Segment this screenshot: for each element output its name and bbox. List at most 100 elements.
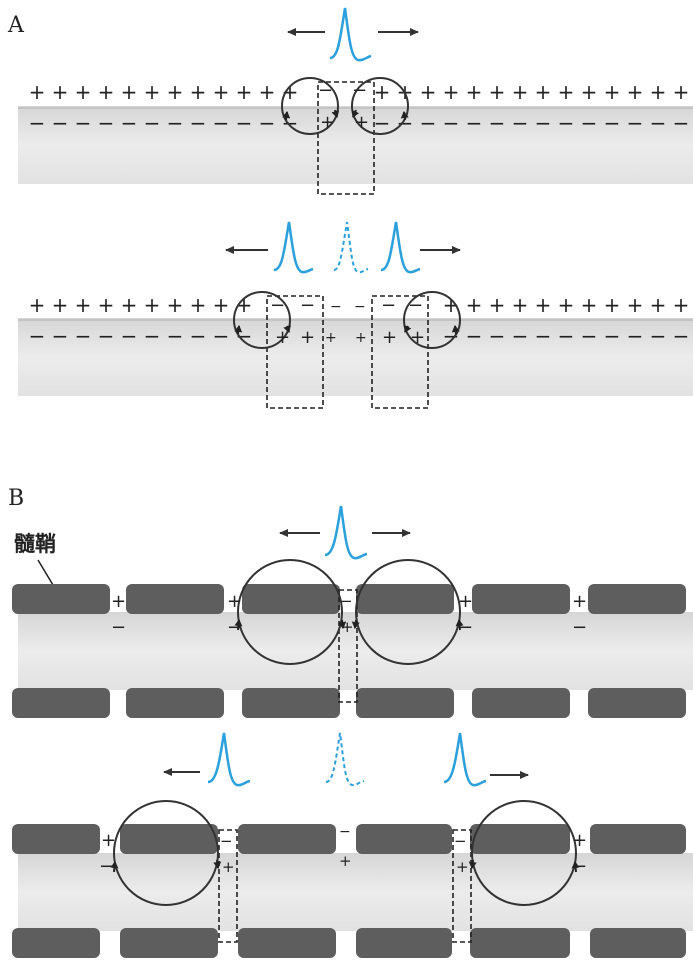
minus-sign: − bbox=[604, 111, 621, 135]
minus-sign: − bbox=[650, 111, 667, 135]
panel-a: A + + + + + + + + + + + + + + + + + + + + + + + + + + − − − − − − − − − − −… bbox=[7, 7, 693, 409]
plus-sign: + bbox=[339, 852, 352, 870]
myelin-segment bbox=[120, 928, 218, 958]
active-region-box bbox=[371, 295, 429, 409]
node-signs: + − − + − + − + + − bbox=[99, 824, 587, 877]
plus-sign: + bbox=[144, 293, 161, 317]
plus-row: + + + + + + + + + + + + + + + + + + + + + bbox=[29, 293, 690, 317]
minus-sign: − bbox=[339, 824, 351, 840]
axon-b-top: + − + − − + + − + − bbox=[12, 559, 693, 718]
loop-arrow bbox=[338, 619, 347, 629]
plus-sign: + bbox=[572, 591, 587, 612]
plus-sign: + bbox=[52, 293, 69, 317]
minus-sign: − bbox=[572, 856, 587, 877]
myelin-segment bbox=[356, 688, 454, 718]
myelin-segment bbox=[126, 584, 224, 614]
minus-sign: − bbox=[535, 111, 552, 135]
plus-sign: + bbox=[167, 80, 184, 104]
plus-sign: + bbox=[236, 80, 253, 104]
axon-a-top: + + + + + + + + + + + + + + + + + + + + + + + + + + − − − − − − − − − − − − −… bbox=[18, 77, 693, 195]
minus-sign: − bbox=[627, 324, 644, 348]
saltatory-loop-left bbox=[113, 800, 219, 906]
plus-sign: + bbox=[144, 80, 161, 104]
minus-sign: − bbox=[340, 592, 353, 610]
myelin-segment bbox=[238, 824, 336, 854]
current-loop-right bbox=[403, 291, 461, 349]
myelin-segment bbox=[588, 584, 686, 614]
myelin-segment bbox=[242, 688, 340, 718]
action-potential-spike-icon bbox=[443, 732, 487, 787]
minus-sign: − bbox=[572, 617, 587, 638]
action-potential-spike-icon bbox=[333, 221, 369, 274]
minus-sign: − bbox=[190, 324, 207, 348]
plus-sign: + bbox=[121, 80, 138, 104]
loop-arrow bbox=[282, 111, 291, 121]
plus-row: + + + + + + + + + + + + + + + + + + + + + + + + + + bbox=[29, 80, 690, 104]
plus-sign: + bbox=[213, 80, 230, 104]
minus-sign: − bbox=[673, 324, 690, 348]
active-region-signs: − − − − − − + + + + + + bbox=[270, 295, 425, 348]
minus-sign: − bbox=[512, 111, 529, 135]
plus-sign: + bbox=[222, 858, 235, 876]
myelin-segment bbox=[356, 824, 452, 854]
active-region-box bbox=[266, 295, 324, 409]
panel-b-label: B bbox=[8, 486, 24, 511]
myelin-bottom-row bbox=[12, 928, 686, 958]
minus-sign: − bbox=[489, 324, 506, 348]
minus-row: − − − − − − − − − − − − − − − − − − − − − bbox=[29, 324, 690, 348]
plus-sign: + bbox=[558, 293, 575, 317]
minus-sign: − bbox=[458, 617, 473, 638]
minus-sign: − bbox=[466, 324, 483, 348]
spike-group-b-bottom bbox=[163, 732, 529, 787]
minus-sign: − bbox=[259, 111, 276, 135]
myelin-segment bbox=[470, 824, 570, 854]
plus-sign: + bbox=[121, 293, 138, 317]
plus-sign: + bbox=[190, 293, 207, 317]
action-potential-spike-icon bbox=[329, 7, 372, 62]
minus-sign: − bbox=[98, 324, 115, 348]
current-loop-right bbox=[351, 77, 409, 135]
minus-sign: − bbox=[300, 295, 315, 316]
plus-sign: + bbox=[75, 293, 92, 317]
myelin-segment bbox=[472, 584, 570, 614]
plus-sign: + bbox=[420, 80, 437, 104]
plus-sign: + bbox=[374, 80, 391, 104]
myelin-top-row bbox=[12, 584, 686, 614]
myelin-segment bbox=[120, 824, 218, 854]
plus-sign: + bbox=[604, 80, 621, 104]
myelin-segment bbox=[590, 824, 686, 854]
plus-sign: + bbox=[75, 80, 92, 104]
minus-sign: − bbox=[581, 111, 598, 135]
minus-sign: − bbox=[167, 324, 184, 348]
plus-sign: + bbox=[456, 858, 469, 876]
plus-sign: + bbox=[410, 327, 425, 348]
plus-sign: + bbox=[275, 327, 290, 348]
minus-sign: − bbox=[454, 832, 467, 850]
minus-sign: − bbox=[318, 80, 333, 101]
plus-sign: + bbox=[458, 591, 473, 612]
plus-sign: + bbox=[167, 293, 184, 317]
plus-sign: + bbox=[320, 112, 335, 133]
loop-arrow bbox=[455, 619, 464, 631]
minus-sign: − bbox=[111, 617, 126, 638]
loop-arrow bbox=[451, 325, 460, 335]
plus-sign: + bbox=[382, 327, 397, 348]
active-region-signs: − − + + bbox=[318, 80, 369, 133]
minus-sign: − bbox=[489, 111, 506, 135]
plus-sign: + bbox=[650, 293, 667, 317]
myelin-segment bbox=[12, 824, 100, 854]
loop-arrow bbox=[110, 861, 119, 873]
minus-sign: − bbox=[558, 111, 575, 135]
plus-sign: + bbox=[673, 293, 690, 317]
myelin-segment bbox=[12, 928, 100, 958]
myelin-segment bbox=[238, 928, 336, 958]
minus-sign: − bbox=[75, 111, 92, 135]
minus-sign: − bbox=[512, 324, 529, 348]
plus-sign: + bbox=[581, 293, 598, 317]
plus-sign: + bbox=[236, 293, 253, 317]
axon-a-bottom: + + + + + + + + + + + + + + + + + + + + + − − − − − − − − − − − − − − − − − −… bbox=[18, 291, 693, 409]
active-node-box bbox=[338, 589, 358, 703]
plus-sign: + bbox=[227, 591, 242, 612]
minus-sign: − bbox=[213, 324, 230, 348]
plus-sign: + bbox=[535, 293, 552, 317]
